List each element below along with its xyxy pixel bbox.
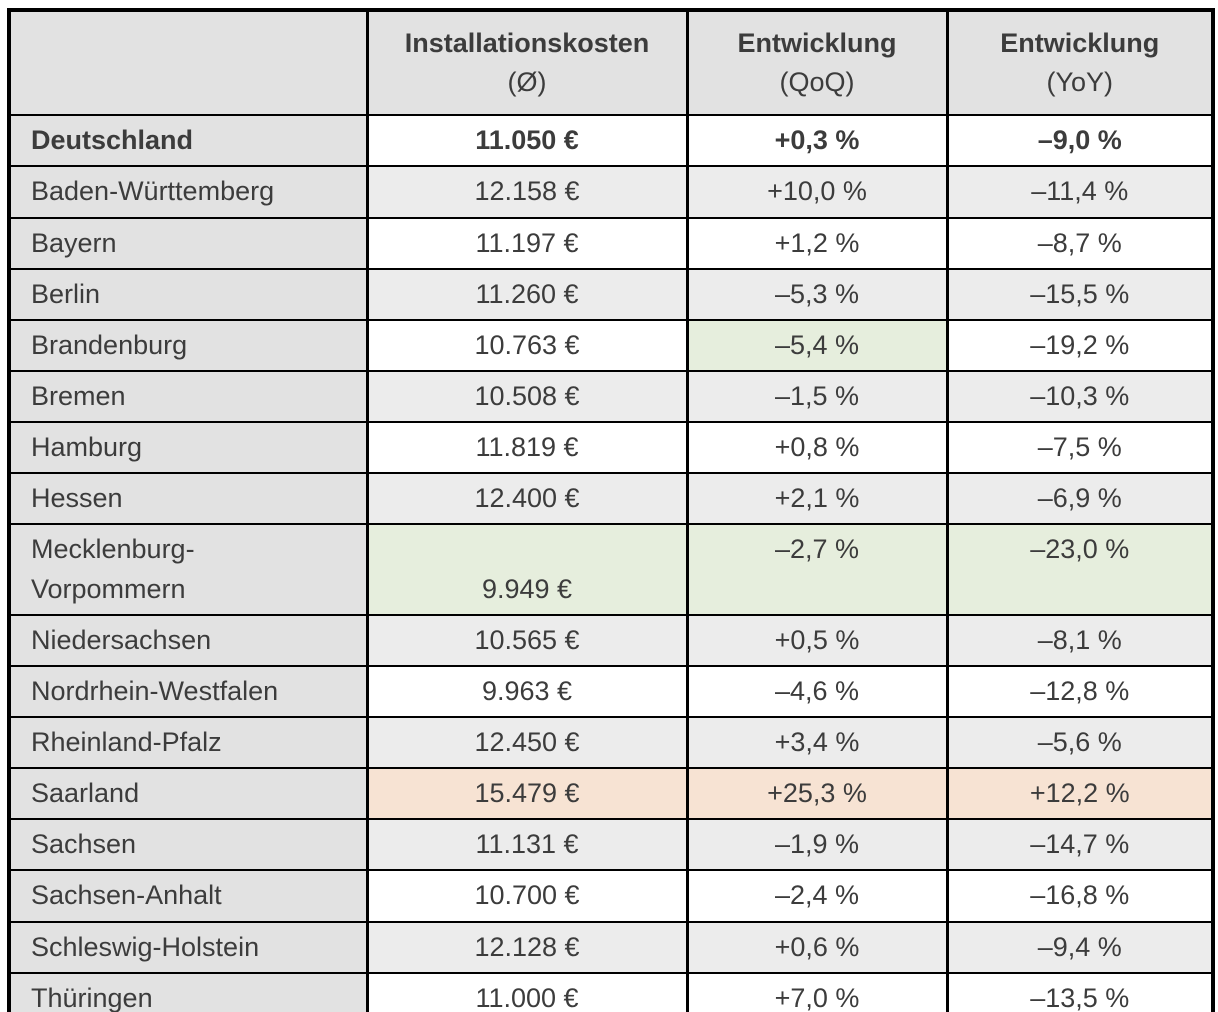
yoy-change-cell: +12,2 % — [945, 767, 1215, 821]
table-row: Niedersachsen 10.565 € +0,5 % –8,1 % — [7, 613, 1215, 667]
table-row: Nordrhein-Westfalen 9.963 € –4,6 % –12,8… — [7, 664, 1215, 718]
table-row: Thüringen 11.000 € +7,0 % –13,5 % — [7, 971, 1215, 1012]
installation-cost-cell: 10.700 € — [365, 869, 689, 923]
yoy-change-cell: –7,5 % — [945, 421, 1215, 475]
installation-cost-cell: 10.565 € — [365, 613, 689, 667]
table-row: Schleswig-Holstein 12.128 € +0,6 % –9,4 … — [7, 920, 1215, 974]
installation-cost-cell: 11.000 € — [365, 971, 689, 1012]
state-name-cell: Sachsen-Anhalt — [7, 869, 369, 923]
installation-cost-cell: 12.158 € — [365, 165, 689, 219]
state-name-cell: Bayern — [7, 216, 369, 270]
table-row: Brandenburg 10.763 € –5,4 % –19,2 % — [7, 318, 1215, 372]
yoy-change-cell: –8,7 % — [945, 216, 1215, 270]
header-cell-qoq: Entwicklung (QoQ) — [685, 8, 949, 117]
yoy-change-cell: –8,1 % — [945, 613, 1215, 667]
state-name-cell: Brandenburg — [7, 318, 369, 372]
yoy-change-cell: –13,5 % — [945, 971, 1215, 1012]
yoy-change-cell: –19,2 % — [945, 318, 1215, 372]
table-row: Hamburg 11.819 € +0,8 % –7,5 % — [7, 421, 1215, 475]
yoy-change-cell: –12,8 % — [945, 664, 1215, 718]
installation-cost-table: Installationskosten (Ø) Entwicklung (QoQ… — [7, 8, 1215, 1012]
installation-cost-cell: 10.763 € — [365, 318, 689, 372]
qoq-change-cell: +7,0 % — [685, 971, 949, 1012]
installation-cost-cell: 9.949 € — [365, 523, 689, 616]
yoy-change-cell: –14,7 % — [945, 818, 1215, 872]
qoq-change-cell: –4,6 % — [685, 664, 949, 718]
qoq-change-cell: –5,4 % — [685, 318, 949, 372]
table-row: Deutschland 11.050 € +0,3 % –9,0 % — [7, 114, 1215, 168]
installation-cost-cell: 11.260 € — [365, 267, 689, 321]
installation-cost-cell: 11.819 € — [365, 421, 689, 475]
qoq-change-cell: –1,9 % — [685, 818, 949, 872]
header-sublabel: (Ø) — [507, 67, 547, 98]
state-name-cell: Hessen — [7, 472, 369, 526]
header-cell-yoy: Entwicklung (YoY) — [945, 8, 1215, 117]
qoq-change-cell: –5,3 % — [685, 267, 949, 321]
table-row: Mecklenburg- Vorpommern 9.949 € –2,7 % –… — [7, 523, 1215, 616]
header-row: Installationskosten (Ø) Entwicklung (QoQ… — [7, 8, 1215, 117]
installation-cost-cell: 11.050 € — [365, 114, 689, 168]
installation-cost-cell: 15.479 € — [365, 767, 689, 821]
installation-cost-cell: 12.400 € — [365, 472, 689, 526]
qoq-change-cell: +0,5 % — [685, 613, 949, 667]
state-name-cell: Thüringen — [7, 971, 369, 1012]
yoy-change-cell: –10,3 % — [945, 369, 1215, 424]
state-name-cell: Berlin — [7, 267, 369, 321]
table-row: Bayern 11.197 € +1,2 % –8,7 % — [7, 216, 1215, 270]
yoy-change-cell: –9,4 % — [945, 920, 1215, 974]
table-row: Sachsen-Anhalt 10.700 € –2,4 % –16,8 % — [7, 869, 1215, 923]
qoq-change-cell: +25,3 % — [685, 767, 949, 821]
state-name-cell: Niedersachsen — [7, 613, 369, 667]
qoq-change-cell: +2,1 % — [685, 472, 949, 526]
header-sublabel: (QoQ) — [779, 67, 855, 98]
state-name-cell: Nordrhein-Westfalen — [7, 664, 369, 718]
yoy-change-cell: –9,0 % — [945, 114, 1215, 168]
table-row: Baden-Württemberg 12.158 € +10,0 % –11,4… — [7, 165, 1215, 219]
table-row: Bremen 10.508 € –1,5 % –10,3 % — [7, 369, 1215, 424]
state-name-cell: Saarland — [7, 767, 369, 821]
installation-cost-cell: 11.197 € — [365, 216, 689, 270]
qoq-change-cell: –2,4 % — [685, 869, 949, 923]
state-name-cell: Rheinland-Pfalz — [7, 715, 369, 770]
state-name-cell: Bremen — [7, 369, 369, 424]
state-name-cell: Baden-Württemberg — [7, 165, 369, 219]
table-row: Hessen 12.400 € +2,1 % –6,9 % — [7, 472, 1215, 526]
yoy-change-cell: –6,9 % — [945, 472, 1215, 526]
header-cell-state — [7, 8, 369, 117]
table-row: Sachsen 11.131 € –1,9 % –14,7 % — [7, 818, 1215, 872]
qoq-change-cell: +3,4 % — [685, 715, 949, 770]
installation-cost-cell: 11.131 € — [365, 818, 689, 872]
installation-cost-cell: 9.963 € — [365, 664, 689, 718]
qoq-change-cell: –2,7 % — [685, 523, 949, 616]
header-label: Entwicklung — [737, 28, 897, 58]
table-row: Berlin 11.260 € –5,3 % –15,5 % — [7, 267, 1215, 321]
header-label: Entwicklung — [1000, 28, 1160, 58]
header-cell-installation-cost: Installationskosten (Ø) — [365, 8, 689, 117]
state-name-cell: Deutschland — [7, 114, 369, 168]
header-label: Installationskosten — [404, 28, 650, 58]
table-row: Saarland 15.479 € +25,3 % +12,2 % — [7, 767, 1215, 821]
installation-cost-cell: 12.128 € — [365, 920, 689, 974]
yoy-change-cell: –23,0 % — [945, 523, 1215, 616]
state-name-cell: Schleswig-Holstein — [7, 920, 369, 974]
installation-cost-cell: 10.508 € — [365, 369, 689, 424]
installation-cost-cell: 12.450 € — [365, 715, 689, 770]
table-body: Deutschland 11.050 € +0,3 % –9,0 % Baden… — [7, 114, 1215, 1012]
state-name-cell: Mecklenburg- Vorpommern — [7, 523, 369, 616]
qoq-change-cell: +10,0 % — [685, 165, 949, 219]
state-name-cell: Sachsen — [7, 818, 369, 872]
qoq-change-cell: +0,3 % — [685, 114, 949, 168]
state-name-cell: Hamburg — [7, 421, 369, 475]
table-row: Rheinland-Pfalz 12.450 € +3,4 % –5,6 % — [7, 715, 1215, 770]
yoy-change-cell: –11,4 % — [945, 165, 1215, 219]
yoy-change-cell: –16,8 % — [945, 869, 1215, 923]
yoy-change-cell: –15,5 % — [945, 267, 1215, 321]
qoq-change-cell: +1,2 % — [685, 216, 949, 270]
qoq-change-cell: +0,6 % — [685, 920, 949, 974]
qoq-change-cell: +0,8 % — [685, 421, 949, 475]
header-sublabel: (YoY) — [1046, 67, 1114, 98]
qoq-change-cell: –1,5 % — [685, 369, 949, 424]
yoy-change-cell: –5,6 % — [945, 715, 1215, 770]
